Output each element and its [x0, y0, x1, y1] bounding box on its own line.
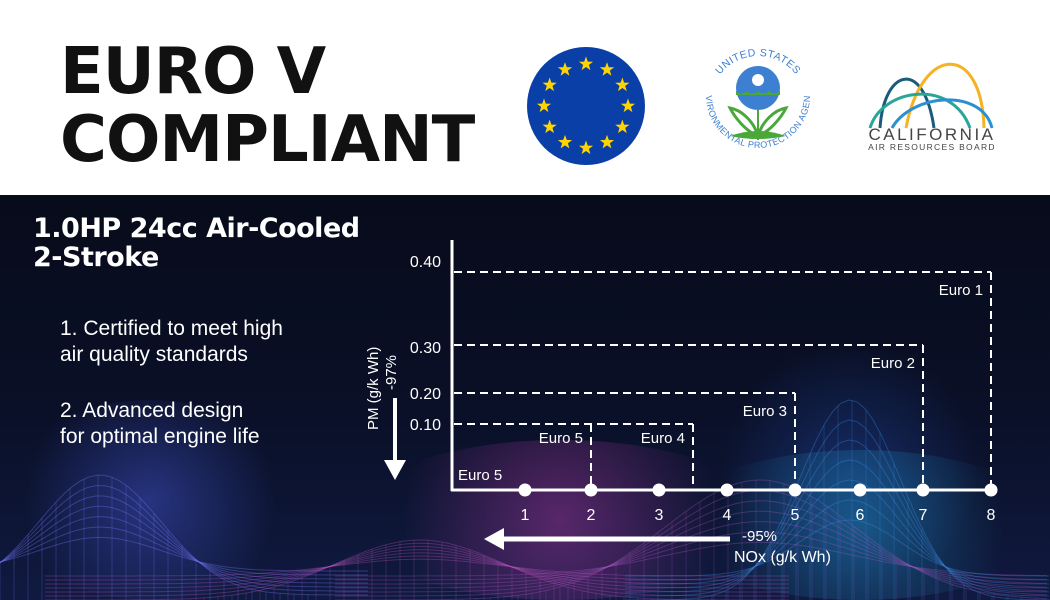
star-icon — [542, 119, 557, 134]
x-tick-dot — [518, 483, 532, 497]
product-title: 1.0HP 24cc Air-Cooled 2-Stroke — [33, 213, 360, 273]
x-tick-label: 7 — [919, 507, 928, 524]
star-icon — [578, 56, 594, 71]
mesh-line — [625, 519, 1049, 577]
mesh-line — [45, 555, 789, 581]
series-label: Euro 5 — [539, 430, 583, 447]
background-glow — [670, 450, 1050, 600]
svg-text:CALIFORNIA: CALIFORNIA — [868, 125, 995, 144]
star-icon — [620, 98, 636, 113]
corner-label: Euro 5 — [458, 467, 502, 484]
mesh-line — [45, 545, 789, 593]
mesh-line — [625, 459, 1049, 589]
pm-down-arrowhead — [384, 460, 406, 480]
mesh-line — [0, 516, 368, 580]
x-tick-label: 3 — [655, 507, 664, 524]
series-label: Euro 1 — [939, 282, 983, 299]
svg-text:AIR RESOURCES BOARD: AIR RESOURCES BOARD — [868, 142, 996, 152]
background-glow — [0, 400, 300, 600]
mesh-line — [335, 510, 1048, 589]
x-axis-label: NOx (g/k Wh) — [734, 549, 831, 566]
x-tick-label: 1 — [521, 507, 530, 524]
nox-left-arrowhead — [484, 528, 504, 550]
mesh-line — [335, 489, 1048, 597]
eu-flag-logo — [527, 47, 645, 165]
mesh-line — [45, 542, 789, 597]
y-tick-label: 0.10 — [410, 417, 441, 434]
y-tick-label: 0.30 — [410, 340, 441, 357]
mesh-line — [0, 526, 368, 576]
x-tick-dot — [984, 483, 998, 497]
headline: EURO V COMPLIANT — [60, 35, 475, 177]
star-icon — [615, 77, 630, 92]
feature-point-2: 2. Advanced design for optimal engine li… — [60, 399, 260, 448]
mesh-line — [335, 541, 1048, 577]
wave-mesh-decoration — [0, 399, 1050, 600]
series-label: Euro 3 — [743, 403, 787, 420]
x-axis-note: -95% — [742, 528, 777, 545]
x-tick-label: 6 — [856, 507, 865, 524]
background-glow — [350, 440, 770, 600]
background-glow — [720, 340, 980, 600]
star-icon — [557, 134, 573, 149]
series-label: Euro 2 — [871, 355, 915, 372]
mesh-line — [0, 474, 368, 596]
x-tick-dot — [720, 483, 734, 497]
mesh-line — [0, 537, 368, 572]
x-tick-dot — [853, 483, 867, 497]
star-icon — [599, 62, 615, 76]
star-icon — [615, 119, 630, 134]
x-tick-label: 8 — [987, 507, 996, 524]
mesh-line — [45, 558, 789, 577]
star-icon — [599, 134, 615, 149]
mesh-line — [625, 399, 1049, 600]
us-epa-logo: UNITED STATES ENVIRONMENTAL PROTECTION A… — [690, 36, 812, 150]
y-tick-label: 0.20 — [410, 386, 441, 403]
mesh-line — [625, 439, 1049, 593]
mesh-line — [45, 549, 789, 589]
mesh-line — [45, 552, 789, 585]
chart-panel — [0, 195, 1050, 600]
mesh-line — [625, 419, 1049, 597]
mesh-line — [625, 479, 1050, 585]
mesh-line — [335, 479, 1048, 600]
mesh-line — [0, 505, 368, 584]
x-tick-label: 4 — [723, 507, 732, 524]
star-icon — [536, 98, 552, 113]
mesh-line — [0, 495, 368, 588]
header-banner: EURO V COMPLIANT UNITED STATES ENVIRONME… — [0, 0, 1050, 195]
star-icon — [542, 77, 557, 92]
x-tick-dot — [916, 483, 930, 497]
y-axis-label: PM (g/k Wh) — [365, 347, 382, 430]
mesh-line — [45, 539, 789, 600]
x-tick-dot — [584, 483, 598, 497]
mesh-line — [335, 521, 1048, 585]
mesh-line — [335, 500, 1048, 593]
x-tick-dot — [788, 483, 802, 497]
mesh-line — [335, 531, 1048, 581]
mesh-line — [625, 499, 1050, 581]
x-tick-label: 2 — [587, 507, 596, 524]
feature-point-1: 1. Certified to meet high air quality st… — [60, 317, 283, 366]
y-axis-note: -97% — [383, 355, 400, 390]
y-tick-label: 0.40 — [410, 254, 441, 271]
star-icon — [557, 62, 573, 76]
carb-logo: CALIFORNIA AIR RESOURCES BOARD — [868, 62, 996, 152]
mesh-line — [0, 485, 368, 592]
x-tick-dot — [652, 483, 666, 497]
series-label: Euro 4 — [641, 430, 685, 447]
x-tick-label: 5 — [791, 507, 800, 524]
star-icon — [578, 140, 594, 155]
